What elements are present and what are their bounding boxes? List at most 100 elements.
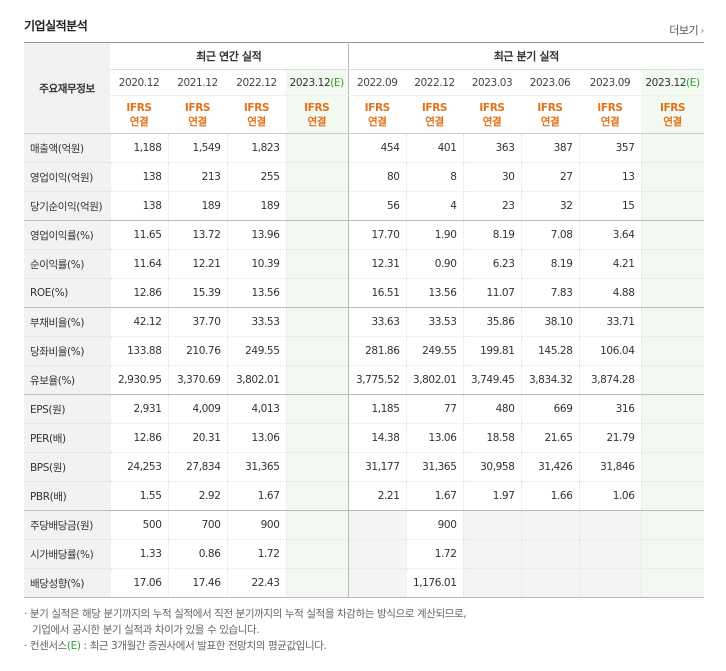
table-cell: 8.19	[520, 249, 579, 279]
table-cell	[640, 452, 705, 482]
table-cell	[462, 539, 521, 569]
table-cell: 249.55	[226, 336, 286, 366]
table-cell: 357	[578, 133, 641, 163]
table-cell	[462, 510, 521, 540]
table-cell: 6.23	[462, 249, 521, 279]
table-cell: 2.21	[347, 481, 406, 511]
table-cell: 27,834	[167, 452, 227, 482]
table-cell: 8	[405, 162, 463, 192]
table-cell: 24,253	[109, 452, 168, 482]
table-cell	[285, 365, 348, 395]
table-cell: 13.06	[405, 423, 463, 453]
table-cell	[285, 133, 348, 163]
ifrs-label: IFRS 연결	[641, 95, 705, 134]
table-cell	[640, 394, 705, 424]
row-label: 당좌비율(%)	[24, 336, 110, 366]
table-cell	[285, 162, 348, 192]
table-cell: 3,802.01	[226, 365, 286, 395]
table-cell	[640, 249, 705, 279]
table-cell: 3,370.69	[167, 365, 227, 395]
footnote-line: · 분기 실적은 해당 분기까지의 누적 실적에서 직전 분기까지의 누적 실적…	[24, 608, 467, 620]
table-cell: 31,365	[405, 452, 463, 482]
table-cell	[520, 568, 579, 598]
chevron-right-icon: ›	[700, 24, 704, 37]
row-label: 영업이익률(%)	[24, 220, 110, 250]
table-cell: 38.10	[520, 307, 579, 337]
table-cell: 56	[347, 191, 406, 221]
table-cell	[640, 336, 705, 366]
table-cell: 1,176.01	[405, 568, 463, 598]
period-header: 2020.12	[110, 69, 168, 96]
table-cell: 363	[462, 133, 521, 163]
table-cell: 31,365	[226, 452, 286, 482]
table-cell: 17.06	[109, 568, 168, 598]
row-label: PER(배)	[24, 423, 110, 453]
table-cell	[640, 510, 705, 540]
row-label: BPS(원)	[24, 452, 110, 482]
table-cell: 17.70	[347, 220, 406, 250]
row-label: 당기순이익(억원)	[24, 191, 110, 221]
table-cell: 13.56	[226, 278, 286, 308]
table-cell: 33.63	[347, 307, 406, 337]
table-cell: 4,013	[226, 394, 286, 424]
footnote-line: 기업에서 공시한 분기 실적과 차이가 있을 수 있습니다.	[32, 624, 260, 636]
table-cell: 3.64	[578, 220, 641, 250]
table-cell: 13.72	[167, 220, 227, 250]
table-cell: 7.83	[520, 278, 579, 308]
table-cell: 14.38	[347, 423, 406, 453]
row-label: 매출액(억원)	[24, 133, 110, 163]
table-cell: 18.58	[462, 423, 521, 453]
table-cell	[640, 220, 705, 250]
table-cell: 33.53	[405, 307, 463, 337]
table-cell: 3,874.28	[578, 365, 641, 395]
table-cell: 13.96	[226, 220, 286, 250]
table-cell: 15	[578, 191, 641, 221]
period-header: 2023.12(E)	[286, 69, 348, 96]
group-quarterly: 최근 분기 실적	[348, 42, 705, 70]
table-cell: 42.12	[109, 307, 168, 337]
table-cell: 1.67	[405, 481, 463, 511]
table-cell: 1,549	[167, 133, 227, 163]
table-cell: 27	[520, 162, 579, 192]
table-cell	[285, 191, 348, 221]
table-row: 유보율(%) 2,930.95 3,370.69 3,802.01 3,775.52 3,…	[24, 365, 705, 395]
table-row: PER(배) 12.86 20.31 13.06 14.38 13.06 18.58 21.6…	[24, 423, 705, 453]
table-cell	[285, 452, 348, 482]
table-cell: 138	[109, 191, 168, 221]
table-cell: 12.21	[167, 249, 227, 279]
table-cell	[285, 394, 348, 424]
table-cell: 31,846	[578, 452, 641, 482]
group-annual: 최근 연간 실적	[110, 42, 349, 70]
table-cell	[640, 307, 705, 337]
more-link[interactable]: 더보기 ›	[669, 22, 704, 38]
table-cell: 4.88	[578, 278, 641, 308]
table-cell: 1.72	[226, 539, 286, 569]
table-cell	[578, 539, 641, 569]
table-row: ROE(%) 12.86 15.39 13.56 16.51 13.56 11.07 7.83…	[24, 278, 705, 308]
table-cell: 1.90	[405, 220, 463, 250]
table-cell: 189	[226, 191, 286, 221]
table-cell: 13.06	[226, 423, 286, 453]
financial-table: 주요재무정보 최근 연간 실적 최근 분기 실적 2020.12 2021.12 2…	[24, 42, 705, 598]
period-header: 2023.09	[579, 69, 641, 96]
table-cell	[640, 568, 705, 598]
table-cell: 3,802.01	[405, 365, 463, 395]
table-cell	[640, 423, 705, 453]
table-cell	[640, 481, 705, 511]
table-cell: 10.39	[226, 249, 286, 279]
table-cell: 12.86	[109, 423, 168, 453]
period-header: 2023.03	[463, 69, 521, 96]
period-header: 2023.06	[521, 69, 579, 96]
table-cell: 11.64	[109, 249, 168, 279]
table-cell	[347, 568, 406, 598]
table-cell: 77	[405, 394, 463, 424]
table-cell: 1.97	[462, 481, 521, 511]
table-cell	[347, 510, 406, 540]
table-cell: 4	[405, 191, 463, 221]
table-row: 부채비율(%) 42.12 37.70 33.53 33.63 33.53 35.86 38.…	[24, 307, 705, 337]
row-label: 배당성향(%)	[24, 568, 110, 598]
table-cell: 12.86	[109, 278, 168, 308]
ifrs-label: IFRS 연결	[227, 95, 286, 134]
table-cell: 4.21	[578, 249, 641, 279]
table-cell: 80	[347, 162, 406, 192]
